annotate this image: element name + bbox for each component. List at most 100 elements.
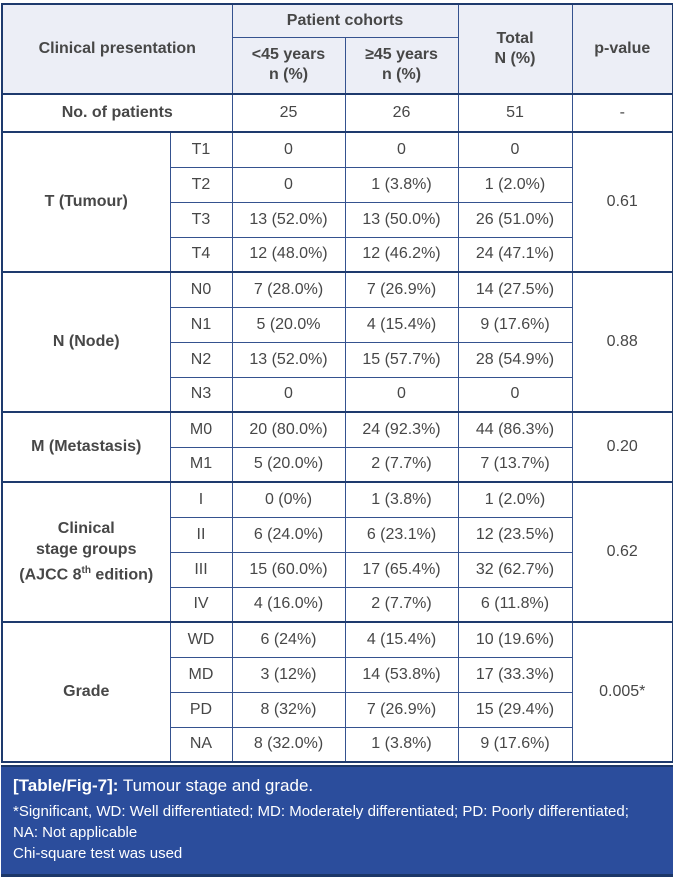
cell-over45: 0 — [344, 131, 459, 168]
header-total-line2: N (%) — [494, 50, 536, 67]
table-body: No. of patients 25 26 51 - T (Tumour) T1… — [1, 93, 673, 763]
cell-under45: 0 — [231, 131, 346, 168]
cell-p-value: 0.20 — [571, 411, 673, 483]
cell-under45: 8 (32.0%) — [231, 726, 346, 763]
cell-over45: 7 (26.9%) — [344, 691, 459, 728]
cell-total: 26 (51.0%) — [457, 201, 573, 238]
cell-subcategory: I — [169, 481, 233, 518]
cell-over45: 1 (3.8%) — [344, 726, 459, 763]
table-row: PD 8 (32%) 7 (26.9%) 15 (29.4%) — [2, 691, 673, 728]
table-row: T (Tumour) T1 0 0 0 0.61 — [1, 131, 673, 273]
cell-total: 0 — [457, 131, 573, 168]
cell-subcategory: NA — [169, 726, 233, 763]
cell-total: 12 (23.5%) — [457, 516, 573, 553]
cell-subcategory: N0 — [169, 271, 233, 308]
cell-subcategory: WD — [169, 621, 233, 658]
cell-over45: 17 (65.4%) — [344, 551, 459, 588]
cell-under45: 0 — [231, 166, 346, 203]
cell-under45: 8 (32%) — [231, 691, 346, 728]
cell-subcategory: PD — [169, 691, 233, 728]
cell-subcategory: T4 — [169, 236, 233, 273]
cell-over45: 7 (26.9%) — [344, 271, 459, 308]
header-row-2: <45 years n (%) ≥45 years n (%) — [2, 36, 673, 95]
section-label-tumour: T (Tumour) — [1, 131, 171, 273]
footnote-line: NA: Not applicable — [13, 824, 138, 841]
cell-total: 10 (19.6%) — [457, 621, 573, 658]
cell-under45: 12 (48.0%) — [231, 236, 346, 273]
cell-over45: 1 (3.8%) — [344, 166, 459, 203]
header-patient-cohorts: Patient cohorts — [231, 3, 459, 38]
cell-under45: 13 (52.0%) — [231, 201, 346, 238]
cell-under45: 0 (0%) — [231, 481, 346, 518]
cell-total: 51 — [457, 93, 573, 133]
table-row: M (Metastasis) M0 20 (80.0%) 24 (92.3%) … — [1, 411, 673, 483]
section-label-stage-groups: Clinical stage groups (AJCC 8th edition) — [1, 481, 171, 623]
table-row: N1 5 (20.0% 4 (15.4%) 9 (17.6%) — [2, 306, 673, 343]
stage-label-line3: (AJCC 8th edition) — [19, 565, 154, 584]
cell-under45: 3 (12%) — [231, 656, 346, 693]
table-row: T4 12 (48.0%) 12 (46.2%) 24 (47.1%) — [2, 236, 673, 273]
table-row: II 6 (24.0%) 6 (23.1%) 12 (23.5%) — [2, 516, 673, 553]
cell-subcategory: T3 — [169, 201, 233, 238]
cell-p-value: 0.61 — [571, 131, 673, 273]
cell-total: 28 (54.9%) — [457, 341, 573, 378]
cell-under45: 5 (20.0%) — [231, 446, 346, 483]
table-row: Grade WD 6 (24%) 4 (15.4%) 10 (19.6%) 0.… — [1, 621, 673, 763]
header-clinical-presentation: Clinical presentation — [1, 3, 233, 95]
header-over-45-line2: n (%) — [381, 66, 422, 84]
cell-total: 1 (2.0%) — [457, 481, 573, 518]
cell-under45: 4 (16.0%) — [231, 586, 346, 623]
header-p-value: p-value — [571, 3, 673, 95]
cell-subcategory: MD — [169, 656, 233, 693]
cell-subcategory: T2 — [169, 166, 233, 203]
cell-total: 24 (47.1%) — [457, 236, 573, 273]
header-over-45: ≥45 years n (%) — [344, 36, 459, 95]
cell-over45: 2 (7.7%) — [344, 446, 459, 483]
cell-total: 1 (2.0%) — [457, 166, 573, 203]
cell-p-value: 0.62 — [571, 481, 673, 623]
cell-total: 17 (33.3%) — [457, 656, 573, 693]
cell-subcategory: N3 — [169, 376, 233, 413]
header-under-45-line2: n (%) — [268, 66, 309, 84]
cell-subcategory: M0 — [169, 411, 233, 448]
cell-total: 9 (17.6%) — [457, 306, 573, 343]
cell-over45: 12 (46.2%) — [344, 236, 459, 273]
cell-subcategory: III — [169, 551, 233, 588]
cell-over45: 1 (3.8%) — [344, 481, 459, 518]
table-header: Clinical presentation Patient cohorts To… — [1, 3, 673, 95]
table-row: IV 4 (16.0%) 2 (7.7%) 6 (11.8%) — [2, 586, 673, 623]
cell-over45: 26 — [344, 93, 459, 133]
table-row: N2 13 (52.0%) 15 (57.7%) 28 (54.9%) — [2, 341, 673, 378]
cell-total: 14 (27.5%) — [457, 271, 573, 308]
header-total: Total N (%) — [457, 3, 573, 95]
cell-over45: 4 (15.4%) — [344, 621, 459, 658]
cell-under45: 5 (20.0% — [231, 306, 346, 343]
cell-under45: 25 — [231, 93, 346, 133]
cell-under45: 20 (80.0%) — [231, 411, 346, 448]
table-row: No. of patients 25 26 51 - — [1, 93, 673, 133]
header-over-45-line1: ≥45 years — [365, 46, 438, 64]
cell-under45: 13 (52.0%) — [231, 341, 346, 378]
cell-over45: 14 (53.8%) — [344, 656, 459, 693]
cell-p-value: - — [571, 93, 673, 133]
stage-label-line2: stage groups — [36, 541, 137, 559]
cell-subcategory: N1 — [169, 306, 233, 343]
cell-over45: 15 (57.7%) — [344, 341, 459, 378]
table-caption-footer: [Table/Fig-7]: Tumour stage and grade. *… — [1, 765, 673, 877]
footnote-line: *Significant, WD: Well differentiated; M… — [13, 803, 629, 820]
cell-p-value: 0.88 — [571, 271, 673, 413]
section-label-node: N (Node) — [1, 271, 171, 413]
cell-over45: 2 (7.7%) — [344, 586, 459, 623]
cell-total: 7 (13.7%) — [457, 446, 573, 483]
cell-total: 44 (86.3%) — [457, 411, 573, 448]
cell-subcategory: II — [169, 516, 233, 553]
section-label-metastasis: M (Metastasis) — [1, 411, 171, 483]
section-label-grade: Grade — [1, 621, 171, 763]
cell-total: 9 (17.6%) — [457, 726, 573, 763]
cell-over45: 6 (23.1%) — [344, 516, 459, 553]
cell-subcategory: N2 — [169, 341, 233, 378]
cell-total: 0 — [457, 376, 573, 413]
header-under-45: <45 years n (%) — [231, 36, 346, 95]
cell-over45: 13 (50.0%) — [344, 201, 459, 238]
